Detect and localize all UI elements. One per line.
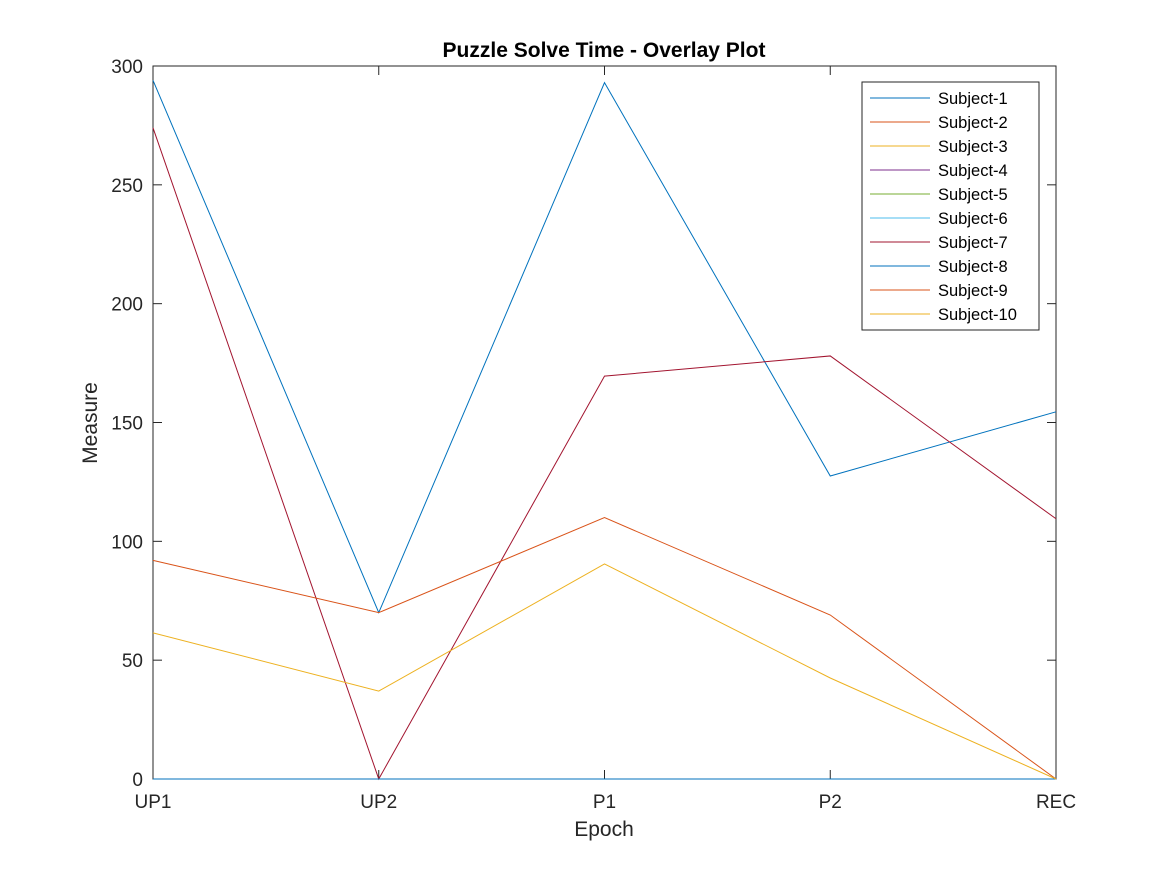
legend-entry-label: Subject-7: [938, 234, 1008, 252]
x-tick-label: UP2: [360, 792, 397, 813]
chart-title: Puzzle Solve Time - Overlay Plot: [443, 39, 766, 62]
x-tick-label: REC: [1036, 792, 1076, 813]
legend-entry-label: Subject-9: [938, 282, 1008, 300]
legend-box: [861, 81, 1040, 331]
y-tick-label: 150: [111, 414, 143, 435]
legend-entry-label: Subject-2: [938, 114, 1008, 132]
legend-entry-label: Subject-10: [938, 306, 1017, 324]
legend: Subject-1 Subject-2 Subject-3 Subject-4 Subj…: [861, 81, 1040, 331]
legend-entry-label: Subject-1: [938, 90, 1008, 108]
series-line-subject-9: [152, 517, 1057, 780]
series-line-subject-7: [152, 127, 1057, 781]
y-tick-label: 0: [132, 770, 143, 791]
legend-entry-label: Subject-8: [938, 258, 1008, 276]
series-line-subject-1: [152, 80, 1057, 614]
legend-entry-label: Subject-5: [938, 186, 1008, 204]
x-tick-label: P1: [593, 792, 616, 813]
y-axis-label: Measure: [79, 382, 102, 464]
x-tick-label: P2: [819, 792, 842, 813]
legend-entry-label: Subject-4: [938, 162, 1008, 180]
y-tick-label: 100: [111, 532, 143, 553]
y-tick-label: 300: [111, 57, 143, 78]
y-tick-label: 200: [111, 295, 143, 316]
legend-entry-label: Subject-6: [938, 210, 1008, 228]
y-tick-label: 50: [122, 651, 143, 672]
x-tick-label: UP1: [135, 792, 172, 813]
y-tick-label: 250: [111, 176, 143, 197]
series-line-subject-10: [152, 563, 1057, 780]
x-axis-label: Epoch: [574, 818, 634, 841]
legend-entry-label: Subject-3: [938, 138, 1008, 156]
